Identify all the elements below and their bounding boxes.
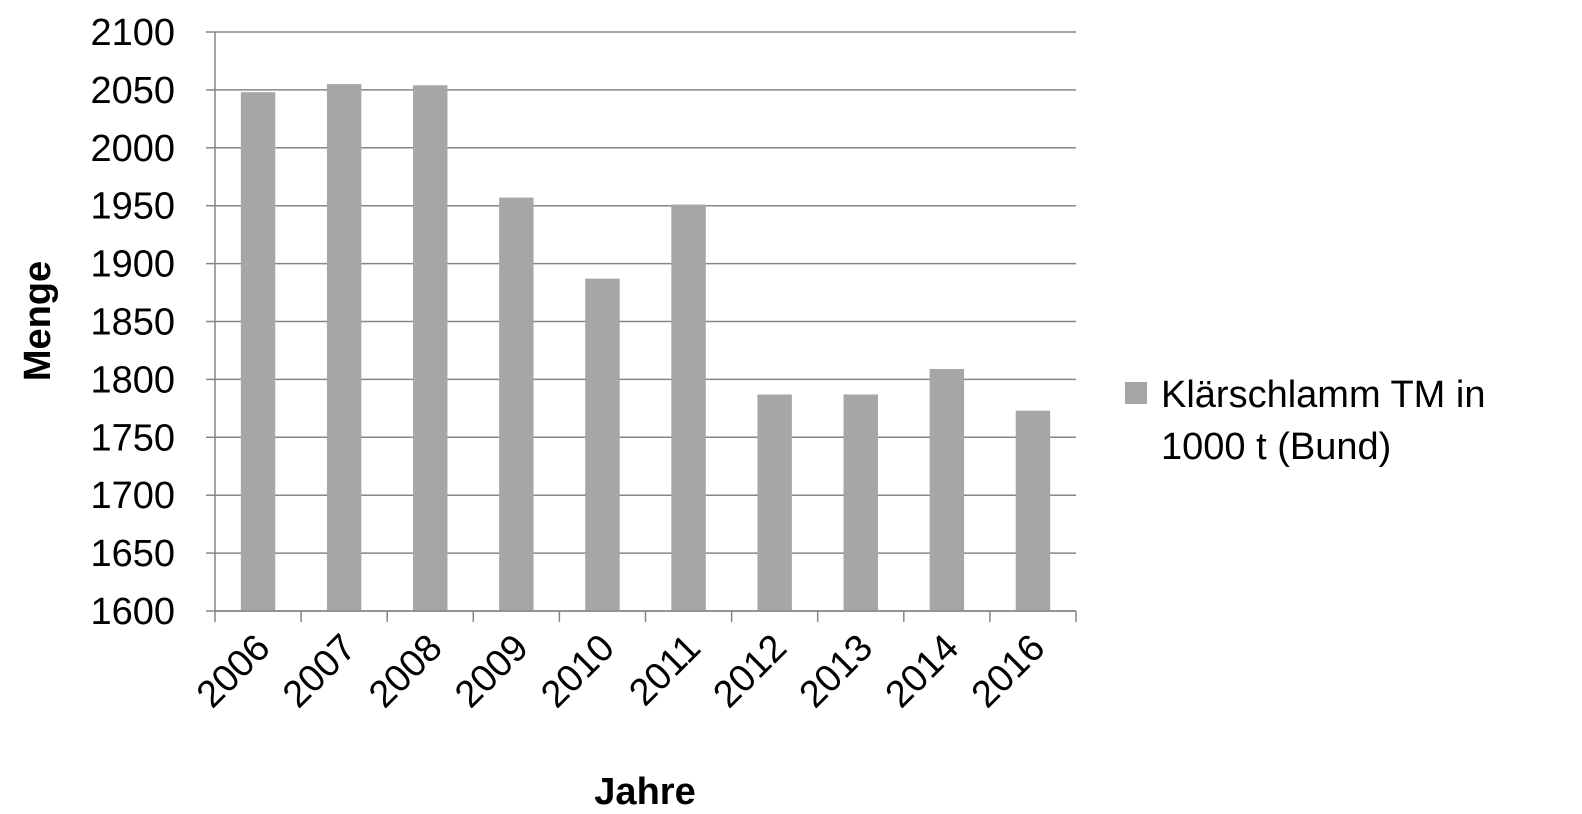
y-tick-label: 1750 [90, 417, 175, 459]
bar-2010 [585, 278, 620, 611]
y-tick-label: 2000 [90, 128, 175, 170]
y-tick-label: 1850 [90, 302, 175, 344]
bars [240, 84, 1051, 612]
x-tick-label: 2013 [792, 627, 881, 716]
x-tick-label: 2010 [533, 627, 622, 716]
y-tick-label: 2100 [90, 12, 175, 54]
bar-2016 [1015, 410, 1051, 611]
x-tick-label: 2014 [878, 627, 967, 716]
y-tick-label: 1650 [90, 533, 175, 575]
x-tick-label: 2007 [275, 627, 364, 716]
bar-2008 [413, 85, 448, 611]
bar-2006 [240, 92, 276, 611]
y-tick-label: 1600 [90, 591, 175, 633]
bar-2009 [499, 197, 534, 611]
legend-swatch [1125, 382, 1147, 404]
x-tick-label: 2009 [447, 627, 536, 716]
bar-2007 [326, 84, 362, 612]
x-tick-label: 2011 [621, 627, 708, 714]
bar-2011 [671, 204, 706, 612]
y-tick-label: 1900 [90, 244, 175, 286]
y-tick-label: 2050 [90, 70, 175, 112]
y-axis-title: Menge [17, 261, 59, 381]
bar-2012 [757, 394, 792, 611]
y-tick-label: 1800 [90, 359, 175, 401]
x-tick-label: 2006 [189, 627, 278, 716]
legend: Klärschlamm TM in 1000 t (Bund) [1125, 374, 1485, 468]
legend-label: Klärschlamm TM in 1000 t (Bund) [1161, 374, 1485, 468]
x-axis-title: Jahre [594, 771, 695, 813]
legend-label-line: 1000 t (Bund) [1161, 426, 1391, 468]
x-tick-label: 2016 [964, 627, 1053, 716]
bar-2014 [929, 368, 965, 611]
x-tick-label: 2012 [706, 627, 795, 716]
x-tick-label: 2008 [361, 627, 450, 716]
bar-2013 [843, 394, 878, 611]
y-tick-label: 1700 [90, 475, 175, 517]
y-tick-labels: 1600 1650 1700 1750 1800 1850 1900 1950 2000 2050… [90, 12, 215, 633]
legend-label-line: Klärschlamm TM in [1161, 374, 1485, 416]
y-tick-label: 1950 [90, 186, 175, 228]
